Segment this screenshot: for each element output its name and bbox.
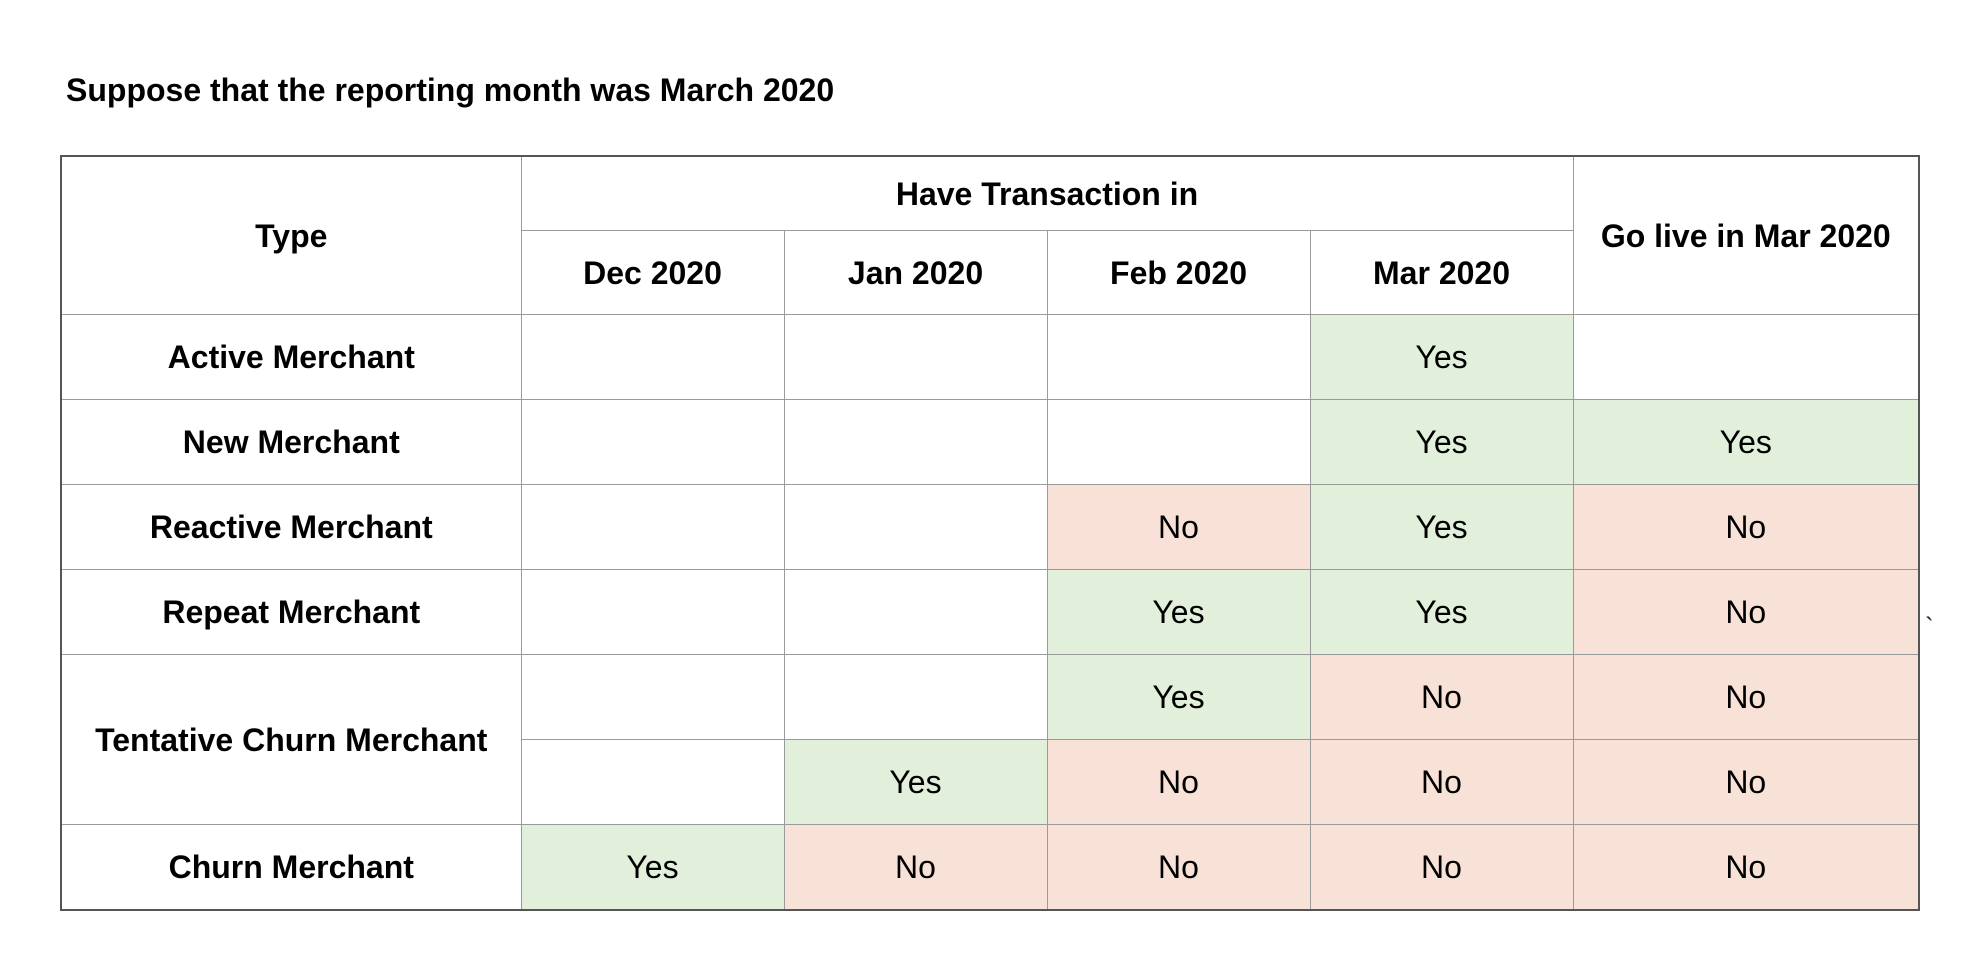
table-cell [1046,314,1311,400]
table-cell: Yes [1309,569,1574,655]
table-cell: No [1572,569,1921,655]
month-header-mar: Mar 2020 [1309,230,1574,315]
table-cell [520,654,785,740]
table-row: Tentative Churn Merchant Yes No No [60,654,1921,825]
table-row: Repeat Merchant Yes Yes No [60,569,1921,655]
golive-header: Go live in Mar 2020 [1572,155,1921,315]
table-cell [783,314,1048,400]
table-cell: Yes [520,824,785,911]
table-cell [783,399,1048,485]
table-cell [520,399,785,485]
table-row: Active Merchant Yes [60,314,1921,400]
month-header-feb: Feb 2020 [1046,230,1311,315]
table-cell: Yes [1046,569,1311,655]
table-cell: No [1309,739,1574,825]
table-cell: No [1046,824,1311,911]
table-cell: No [1309,654,1574,740]
table-cell: Yes [1309,314,1574,400]
table-row: Reactive Merchant No Yes No [60,484,1921,570]
page-title: Suppose that the reporting month was Mar… [66,72,835,108]
table-cell: No [1572,824,1921,911]
table-cell [783,654,1048,740]
table-cell [1572,314,1921,400]
row-type-label: Churn Merchant [60,824,522,911]
table-cell [520,569,785,655]
table-cell: Yes [1046,654,1311,740]
type-header: Type [60,155,522,315]
row-type-label: Active Merchant [60,314,522,400]
row-type-label: Reactive Merchant [60,484,522,570]
month-header-dec: Dec 2020 [520,230,785,315]
table-cell: No [1046,484,1311,570]
table-row: Yes No No No [61,739,1921,825]
merchant-type-table: Type Have Transaction in Go live in Mar … [60,155,1921,911]
table-cell: No [1572,484,1921,570]
table-cell [520,314,785,400]
table-cell: Yes [1309,399,1574,485]
table-cell: No [1572,654,1921,740]
row-type-label: Tentative Churn Merchant [60,654,522,825]
table-cell: Yes [1309,484,1574,570]
table-row: New Merchant Yes Yes [60,399,1921,485]
month-header-jan: Jan 2020 [783,230,1048,315]
table-cell [520,484,785,570]
stray-mark: ` [1925,612,1934,642]
table-cell [1046,399,1311,485]
row-type-label: New Merchant [60,399,522,485]
table-cell [520,739,785,825]
table-cell: Yes [1572,399,1921,485]
table-cell: Yes [783,739,1048,825]
table-row: Churn Merchant Yes No No No No [60,824,1921,911]
have-transaction-header: Have Transaction in [520,155,1574,231]
row-type-label: Repeat Merchant [60,569,522,655]
table-cell [783,569,1048,655]
table-cell [783,484,1048,570]
table-cell: No [1309,824,1574,911]
table-cell: No [1046,739,1311,825]
table-cell: No [783,824,1048,911]
table-cell: No [1572,739,1921,825]
header-row-1: Type Have Transaction in Go live in Mar … [60,155,1921,315]
